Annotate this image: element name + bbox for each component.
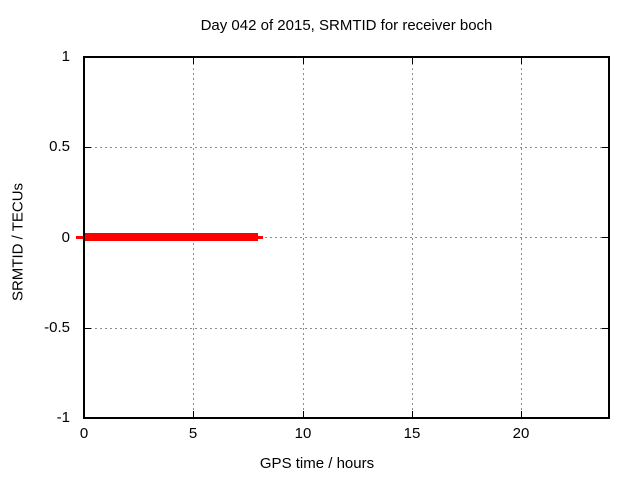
v-gridline-15 bbox=[412, 58, 413, 417]
series-line-tail bbox=[258, 236, 263, 239]
y-tick-label-0p5: 0.5 bbox=[49, 138, 70, 155]
tick-mark bbox=[412, 411, 413, 417]
plot-area bbox=[76, 56, 610, 419]
tick-mark bbox=[602, 328, 608, 329]
tick-mark bbox=[602, 147, 608, 148]
v-gridline-10 bbox=[303, 58, 304, 417]
tick-mark bbox=[412, 58, 413, 64]
tick-mark bbox=[521, 411, 522, 417]
tick-mark bbox=[303, 58, 304, 64]
x-tick-label-10: 10 bbox=[294, 425, 312, 442]
tick-mark bbox=[193, 58, 194, 64]
y-tick-label-0: 0 bbox=[61, 229, 70, 246]
y-tick-label-1: 1 bbox=[61, 48, 70, 65]
x-tick-label-5: 5 bbox=[188, 425, 198, 442]
y-tick-label-m0p5: -0.5 bbox=[44, 319, 70, 336]
h-gridline-m0p5 bbox=[85, 328, 608, 329]
series-line-srmtid bbox=[85, 233, 258, 241]
x-tick-label-15: 15 bbox=[403, 425, 421, 442]
y-tick-label-m1: -1 bbox=[56, 409, 70, 426]
tick-mark bbox=[602, 237, 608, 238]
tick-mark bbox=[193, 411, 194, 417]
h-gridline-0 bbox=[85, 237, 608, 238]
series-line-outer-dash bbox=[76, 236, 83, 239]
tick-mark bbox=[303, 411, 304, 417]
v-gridline-20 bbox=[521, 58, 522, 417]
tick-mark bbox=[85, 147, 91, 148]
chart-title: Day 042 of 2015, SRMTID for receiver boc… bbox=[200, 17, 493, 34]
tick-mark bbox=[85, 328, 91, 329]
x-tick-label-20: 20 bbox=[512, 425, 530, 442]
h-gridline-0p5 bbox=[85, 147, 608, 148]
x-axis-label: GPS time / hours bbox=[259, 455, 375, 472]
x-tick-label-0: 0 bbox=[79, 425, 89, 442]
tick-mark bbox=[521, 58, 522, 64]
